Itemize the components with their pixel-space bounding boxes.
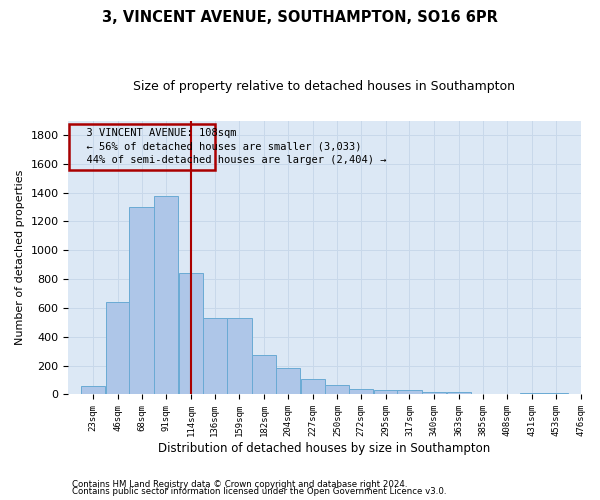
Bar — [397, 390, 422, 394]
Bar — [179, 274, 203, 394]
Bar — [203, 318, 227, 394]
Bar — [130, 207, 154, 394]
Bar — [70, 124, 215, 170]
Bar — [325, 385, 349, 394]
Text: Contains HM Land Registry data © Crown copyright and database right 2024.: Contains HM Land Registry data © Crown c… — [72, 480, 407, 489]
X-axis label: Distribution of detached houses by size in Southampton: Distribution of detached houses by size … — [158, 442, 491, 455]
Text: Contains public sector information licensed under the Open Government Licence v3: Contains public sector information licen… — [72, 488, 446, 496]
Text: 44% of semi-detached houses are larger (2,404) →: 44% of semi-detached houses are larger (… — [74, 154, 386, 164]
Bar — [252, 355, 277, 395]
Bar — [301, 378, 325, 394]
Bar — [520, 393, 544, 394]
Bar — [447, 392, 471, 394]
Y-axis label: Number of detached properties: Number of detached properties — [15, 170, 25, 345]
Bar — [154, 196, 178, 394]
Text: ← 56% of detached houses are smaller (3,033): ← 56% of detached houses are smaller (3,… — [74, 142, 361, 152]
Bar — [374, 390, 398, 394]
Bar — [81, 386, 105, 394]
Bar — [276, 368, 300, 394]
Text: 3, VINCENT AVENUE, SOUTHAMPTON, SO16 6PR: 3, VINCENT AVENUE, SOUTHAMPTON, SO16 6PR — [102, 10, 498, 25]
Bar — [106, 302, 130, 394]
Text: 3 VINCENT AVENUE: 108sqm: 3 VINCENT AVENUE: 108sqm — [74, 128, 236, 138]
Bar — [349, 390, 373, 394]
Bar — [227, 318, 251, 394]
Title: Size of property relative to detached houses in Southampton: Size of property relative to detached ho… — [133, 80, 515, 93]
Bar — [422, 392, 446, 394]
Bar — [544, 393, 568, 394]
